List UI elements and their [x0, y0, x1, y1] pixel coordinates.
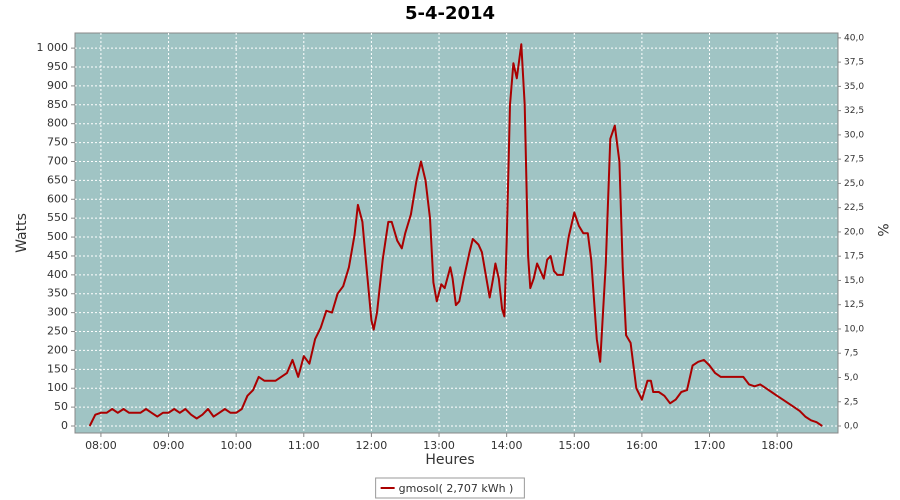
plot-area: [74, 32, 839, 434]
y-tick-label: 50: [54, 400, 68, 413]
y-tick-label: 600: [47, 192, 68, 205]
y-tick-label: 900: [47, 79, 68, 92]
y2-tick-label: 32,5: [844, 106, 864, 116]
legend-box: [375, 477, 525, 499]
y2-tick-label: 30,0: [844, 130, 864, 140]
y-tick-label: 750: [47, 136, 68, 149]
legend-label: gmosol( 2,707 kWh ): [399, 482, 514, 495]
x-tick-label: 16:00: [626, 439, 658, 452]
y2-tick-label: 0,0: [844, 422, 859, 432]
x-tick-label: 17:00: [694, 439, 726, 452]
y2-tick-label: 37,5: [844, 58, 864, 68]
y2-tick-label: 25,0: [844, 179, 864, 189]
series-line: [88, 43, 823, 427]
y-tick-label: 300: [47, 306, 68, 319]
x-tick-label: 09:00: [153, 439, 185, 452]
y2-tick-label: 22,5: [844, 203, 864, 213]
x-tick-label: 15:00: [558, 439, 590, 452]
y2-tick-label: 27,5: [844, 155, 864, 165]
x-tick-label: 08:00: [85, 439, 117, 452]
chart-title: 5-4-2014: [405, 3, 495, 24]
y-tick-label: 800: [47, 117, 68, 130]
y-tick-label: 450: [47, 249, 68, 262]
x-tick-label: 13:00: [423, 439, 455, 452]
y-tick-label: 550: [47, 211, 68, 224]
y-tick-label: 400: [47, 268, 68, 281]
x-tick-label: 12:00: [356, 439, 388, 452]
legend: gmosol( 2,707 kWh ): [375, 477, 525, 499]
y2-tick-label: 2,5: [844, 397, 858, 407]
y-tick-label: 150: [47, 362, 68, 375]
y-tick-label: 850: [47, 98, 68, 111]
y-axis-title: Watts: [14, 213, 30, 253]
x-tick-label: 11:00: [288, 439, 320, 452]
y2-tick-label: 7,5: [844, 349, 858, 359]
y2-tick-label: 35,0: [844, 82, 864, 92]
y-tick-label: 1 000: [37, 41, 69, 54]
y2-axis-title: %: [874, 223, 890, 236]
y-tick-label: 100: [47, 381, 68, 394]
y-tick-label: 650: [47, 173, 68, 186]
y-tick-label: 200: [47, 343, 68, 356]
y-tick-label: 0: [61, 419, 68, 432]
y2-tick-label: 15,0: [844, 276, 864, 286]
y2-tick-label: 12,5: [844, 300, 864, 310]
x-tick-label: 18:00: [761, 439, 793, 452]
x-tick-label: 10:00: [220, 439, 252, 452]
y2-tick-label: 5,0: [844, 373, 859, 383]
y2-tick-label: 20,0: [844, 227, 864, 237]
y-tick-label: 250: [47, 325, 68, 338]
x-tick-label: 14:00: [491, 439, 523, 452]
y2-tick-label: 17,5: [844, 252, 864, 262]
y2-tick-label: 10,0: [844, 324, 864, 334]
x-axis-title: Heures: [425, 452, 474, 468]
y-tick-label: 950: [47, 60, 68, 73]
y-tick-label: 500: [47, 230, 68, 243]
y-tick-label: 700: [47, 154, 68, 167]
y2-tick-label: 40,0: [844, 33, 864, 43]
y-tick-label: 350: [47, 287, 68, 300]
